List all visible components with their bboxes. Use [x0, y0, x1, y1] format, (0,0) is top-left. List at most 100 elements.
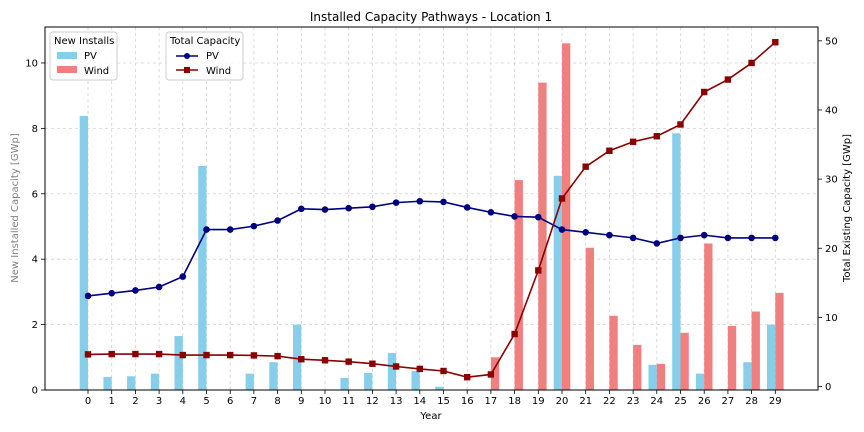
legend-swatch-pv — [57, 52, 77, 59]
bar-wind-18 — [514, 180, 523, 390]
x-tick-label-26: 26 — [698, 396, 711, 407]
point-pv-4 — [179, 273, 187, 280]
bar-wind-26 — [704, 243, 713, 390]
x-tick-label-29: 29 — [769, 396, 782, 407]
point-pv-0 — [84, 292, 92, 300]
bar-wind-29 — [775, 292, 784, 390]
point-wind-21 — [582, 163, 589, 170]
y-left-tick-label-6: 6 — [32, 189, 38, 200]
x-tick-label-18: 18 — [508, 396, 521, 407]
point-wind-9 — [298, 356, 305, 363]
point-wind-12 — [369, 360, 376, 367]
point-pv-10 — [321, 206, 329, 213]
point-wind-25 — [677, 121, 684, 128]
point-pv-17 — [487, 209, 495, 216]
y-right-tick-label-30: 30 — [825, 175, 838, 186]
point-pv-3 — [155, 283, 163, 291]
x-tick-label-7: 7 — [251, 396, 257, 407]
plot-frame — [44, 26, 819, 391]
bar-pv-2 — [127, 376, 136, 390]
y-axis-left-title: New Installed Capacity [GWp] — [10, 133, 21, 283]
bar-pv-28 — [743, 362, 752, 390]
point-pv-2 — [132, 287, 139, 294]
point-wind-23 — [629, 138, 637, 145]
bar-pv-13 — [387, 353, 397, 390]
x-tick-label-13: 13 — [390, 396, 403, 407]
bar-pv-26 — [695, 373, 705, 390]
x-tick-label-23: 23 — [627, 396, 640, 407]
point-wind-8 — [274, 352, 281, 360]
bars — [79, 43, 784, 390]
x-tick-label-20: 20 — [556, 396, 569, 407]
point-wind-19 — [535, 267, 542, 274]
x-axis: 0 1 2 3 4 5 6 7 8 9 10 11 12 13 14 15 16 17 18 19 20 21 22 23 24… — [85, 390, 782, 407]
point-pv-5 — [203, 226, 210, 233]
point-pv-25 — [677, 234, 684, 242]
x-tick-label-17: 17 — [485, 396, 498, 407]
legend-marker-wind — [184, 67, 190, 73]
x-tick-label-19: 19 — [532, 396, 545, 407]
point-pv-23 — [629, 234, 637, 242]
point-wind-13 — [392, 363, 400, 370]
x-tick-label-12: 12 — [366, 396, 379, 407]
point-wind-3 — [155, 350, 163, 358]
point-pv-12 — [369, 203, 376, 211]
line-pv — [87, 200, 776, 297]
x-tick-label-22: 22 — [603, 396, 616, 407]
point-wind-27 — [724, 76, 732, 83]
bar-wind-28 — [751, 311, 760, 390]
point-wind-4 — [179, 351, 186, 359]
point-pv-24 — [653, 240, 661, 247]
x-tick-label-9: 9 — [298, 396, 304, 407]
point-wind-10 — [321, 357, 329, 364]
point-wind-7 — [250, 352, 258, 359]
bar-pv-20 — [553, 175, 562, 390]
bar-pv-29 — [767, 324, 776, 390]
bar-pv-12 — [364, 372, 373, 390]
bar-pv-9 — [293, 324, 302, 390]
bar-wind-21 — [585, 247, 594, 390]
x-tick-label-1: 1 — [109, 396, 115, 407]
y-axis-right: 0 10 20 30 40 50 — [818, 36, 838, 393]
point-pv-7 — [250, 222, 258, 230]
y-axis-left: 0 2 4 6 8 10 — [25, 58, 45, 397]
x-tick-label-2: 2 — [132, 396, 138, 407]
y-axis-right-title: Total Existing Capacity [GWp] — [842, 134, 853, 283]
point-pv-22 — [606, 231, 613, 239]
point-wind-2 — [132, 350, 139, 358]
legend-label-wind: Wind — [84, 66, 109, 77]
point-wind-0 — [84, 351, 92, 358]
x-tick-label-3: 3 — [156, 396, 162, 407]
bar-wind-20 — [562, 43, 571, 390]
bar-wind-27 — [727, 325, 737, 390]
point-wind-16 — [464, 374, 471, 381]
point-wind-28 — [748, 59, 755, 67]
x-tick-label-25: 25 — [674, 396, 687, 407]
bar-pv-7 — [245, 373, 254, 390]
point-pv-27 — [724, 234, 732, 242]
x-axis-title: Year — [419, 411, 442, 422]
y-right-tick-label-50: 50 — [825, 36, 838, 47]
legend-total-capacity: Total Capacity PV Wind — [165, 31, 244, 81]
bar-pv-8 — [269, 362, 278, 390]
y-right-tick-label-40: 40 — [825, 105, 838, 116]
point-pv-29 — [772, 234, 779, 242]
point-wind-15 — [440, 367, 447, 375]
x-tick-label-15: 15 — [437, 396, 450, 407]
x-tick-label-24: 24 — [650, 396, 663, 407]
bar-pv-0 — [79, 115, 88, 390]
bar-pv-15 — [435, 386, 444, 390]
bar-pv-24 — [648, 364, 657, 390]
point-pv-20 — [558, 226, 566, 233]
bar-wind-25 — [680, 332, 689, 390]
point-wind-18 — [511, 330, 518, 338]
bar-wind-22 — [609, 315, 618, 390]
x-tick-label-0: 0 — [85, 396, 91, 407]
y-left-tick-label-2: 2 — [32, 320, 38, 331]
y-left-tick-label-8: 8 — [32, 124, 38, 135]
y-left-tick-label-4: 4 — [32, 255, 38, 266]
point-wind-5 — [203, 351, 210, 359]
point-wind-26 — [701, 88, 708, 96]
bar-wind-19 — [538, 82, 547, 390]
